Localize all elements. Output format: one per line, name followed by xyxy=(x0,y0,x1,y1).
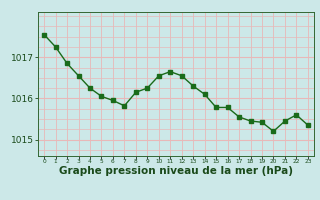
X-axis label: Graphe pression niveau de la mer (hPa): Graphe pression niveau de la mer (hPa) xyxy=(59,166,293,176)
